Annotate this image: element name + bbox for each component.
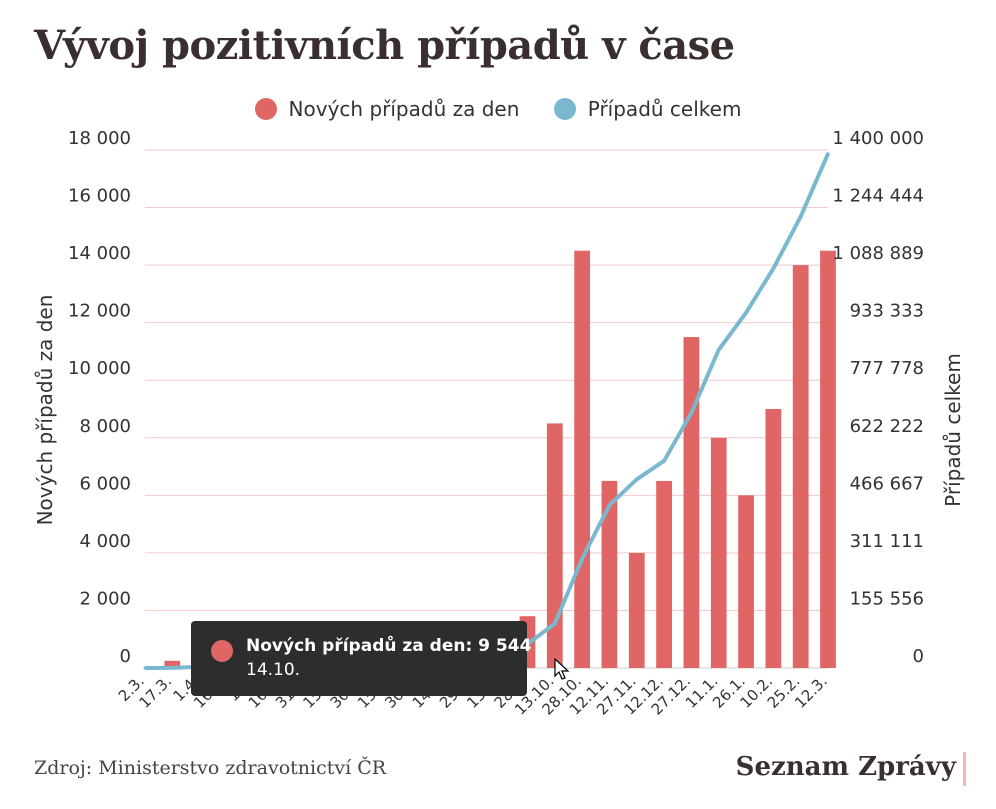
- source-note: Zdroj: Ministerstvo zdravotnictví ČR: [34, 757, 387, 779]
- y-axis-title-left: Nových případů za den: [33, 295, 57, 526]
- total-point: [553, 622, 557, 626]
- y-tick-left: 2 000: [79, 588, 131, 609]
- total-point: [826, 152, 830, 156]
- total-point: [717, 348, 721, 352]
- legend-item-total[interactable]: Případů celkem: [553, 97, 742, 121]
- brand-logo: Seznam Zprávy: [735, 752, 956, 782]
- y-tick-left: 14 000: [68, 243, 131, 264]
- daily-bar: [683, 337, 700, 668]
- legend-item-daily[interactable]: Nových případů za den: [254, 97, 520, 121]
- tooltip-date: 14.10.: [246, 660, 301, 680]
- mouse-cursor-icon: [554, 658, 570, 680]
- tooltip-dot: [211, 640, 233, 662]
- y-tick-right: 1 400 000: [832, 128, 924, 149]
- daily-bar: [546, 423, 563, 668]
- total-point: [607, 503, 611, 507]
- legend: Nových případů za den Případů celkem: [0, 97, 996, 125]
- y-tick-left: 16 000: [68, 186, 131, 207]
- daily-bars: [164, 250, 836, 668]
- y-tick-right: 1 088 889: [832, 243, 924, 264]
- total-point: [143, 666, 147, 670]
- y-tick-right: 933 333: [850, 301, 924, 322]
- legend-label-total: Případů celkem: [587, 97, 742, 121]
- y-tick-right: 1 244 444: [832, 186, 924, 207]
- y-tick-left: 10 000: [68, 358, 131, 379]
- legend-label-daily: Nových případů za den: [288, 97, 520, 121]
- y-tick-left: 18 000: [68, 128, 131, 149]
- y-tick-right: 777 778: [850, 358, 924, 379]
- legend-dot-total: [553, 98, 576, 120]
- daily-bar: [574, 250, 591, 668]
- daily-bar: [164, 660, 181, 668]
- y-tick-left: 4 000: [79, 531, 131, 552]
- daily-bar: [738, 495, 754, 668]
- total-point: [771, 266, 775, 270]
- x-tick: 12.3.: [791, 672, 831, 712]
- daily-bar: [710, 437, 727, 668]
- total-point: [635, 477, 639, 481]
- daily-bar: [656, 480, 672, 668]
- y-tick-right: 622 222: [850, 416, 924, 437]
- daily-bar: [601, 480, 618, 668]
- total-point: [662, 459, 666, 463]
- y-tick-left: 12 000: [68, 301, 131, 322]
- y-tick-left: 8 000: [79, 416, 131, 437]
- total-point: [744, 311, 748, 315]
- y-axis-title-right: Případů celkem: [941, 353, 965, 507]
- daily-bar: [628, 552, 645, 668]
- y-tick-right: 155 556: [850, 588, 924, 609]
- y-tick-right: 466 667: [850, 473, 924, 494]
- total-point: [689, 411, 693, 415]
- brand-accent-bar: [963, 752, 966, 786]
- legend-dot-daily: [254, 98, 277, 120]
- y-tick-left: 6 000: [79, 473, 131, 494]
- hover-tooltip: Nových případů za den: 9 544 14.10.: [191, 621, 532, 696]
- y-tick-right: 0: [913, 646, 924, 667]
- daily-bar: [792, 265, 809, 668]
- total-point: [799, 215, 803, 219]
- chart-title: Vývoj pozitivních případů v čase: [34, 22, 735, 69]
- tooltip-value: Nových případů za den: 9 544: [246, 636, 532, 656]
- total-point: [170, 666, 174, 670]
- daily-bar: [765, 409, 782, 668]
- total-point: [580, 557, 584, 561]
- daily-bar: [820, 250, 836, 668]
- y-tick-right: 311 111: [850, 531, 924, 552]
- y-tick-left: 0: [120, 646, 131, 667]
